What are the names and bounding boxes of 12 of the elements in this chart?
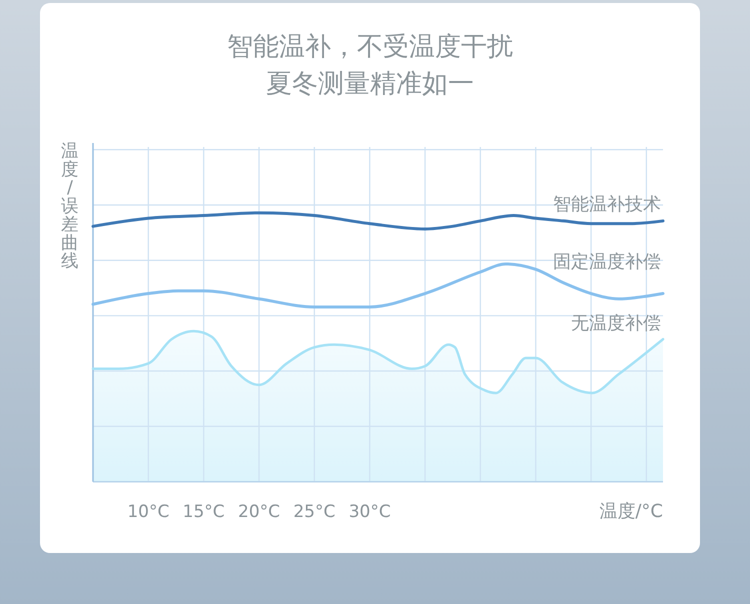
- x-tick-label: 10°C: [127, 502, 170, 522]
- chart-title: 智能温补，不受温度干扰: [227, 32, 513, 62]
- chart-subtitle: 夏冬测量精准如一: [266, 69, 474, 99]
- x-axis-title: 温度/°C: [599, 501, 663, 522]
- x-tick-label: 25°C: [293, 502, 336, 522]
- series-label: 智能温补技术: [553, 194, 661, 215]
- x-tick-label: 20°C: [238, 502, 280, 522]
- series-label: 无温度补偿: [571, 313, 661, 334]
- y-axis-title: 温度/误差曲线: [61, 141, 79, 272]
- x-tick-label: 15°C: [182, 502, 225, 522]
- x-tick-label: 30°C: [348, 502, 391, 522]
- series-label: 固定温度补偿: [553, 252, 661, 273]
